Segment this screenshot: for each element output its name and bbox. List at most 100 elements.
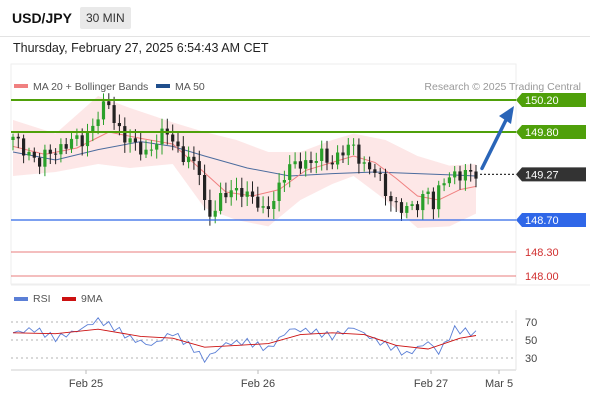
- candle-body: [96, 119, 100, 126]
- interval-button[interactable]: 30 MIN: [80, 7, 131, 29]
- candle-body: [69, 138, 74, 149]
- candle-body: [187, 156, 191, 163]
- candle-body: [320, 148, 324, 161]
- candle-body: [117, 123, 121, 127]
- candle-body: [383, 173, 388, 196]
- candle-body: [101, 101, 106, 120]
- candle-body: [389, 196, 393, 202]
- candle-body: [64, 144, 68, 149]
- candle-body: [394, 201, 398, 203]
- candle-body: [256, 196, 260, 208]
- candle-body: [346, 144, 350, 156]
- candle-body: [474, 171, 478, 179]
- level-label-149.80: 149.80: [525, 127, 559, 139]
- candle-body: [437, 185, 441, 210]
- candle-body: [219, 193, 223, 211]
- candle-body: [357, 144, 361, 164]
- candle-body: [272, 201, 276, 209]
- candle-body: [405, 206, 409, 213]
- candle-body: [213, 210, 217, 217]
- candle-body: [128, 138, 132, 143]
- candle-body: [309, 160, 313, 163]
- ma9-legend-swatch: [62, 297, 76, 301]
- candle-body: [32, 151, 36, 158]
- current-price-label: 149.27: [525, 169, 559, 181]
- ma50-line: [12, 141, 477, 177]
- candle-body: [415, 204, 420, 211]
- candle-body: [229, 190, 233, 198]
- candle-body: [293, 161, 297, 165]
- candle-body: [463, 170, 467, 181]
- x-tick-label: Feb 27: [414, 378, 448, 390]
- level-label-150.20: 150.20: [525, 95, 559, 107]
- bollinger-band: [13, 96, 476, 228]
- bollinger-band-fill: [13, 96, 476, 228]
- candle-body: [192, 156, 196, 162]
- forecast-arrow: [480, 106, 514, 171]
- ma20-legend-swatch: [14, 84, 28, 88]
- ma20-legend-label: MA 20 + Bollinger Bands: [33, 81, 148, 93]
- credit-label: Research © 2025 Trading Central: [424, 81, 581, 93]
- candle-body: [304, 160, 308, 169]
- candle-body: [341, 152, 345, 156]
- candle-body: [240, 188, 244, 197]
- candle-body: [442, 183, 446, 186]
- rsi-line: [12, 317, 477, 364]
- candle-body: [325, 148, 329, 163]
- candle-body: [336, 152, 340, 165]
- candle-body: [399, 202, 404, 213]
- candle-body: [453, 171, 457, 178]
- top-bar: USD/JPY 30 MIN: [0, 0, 590, 37]
- candle-body: [16, 136, 20, 139]
- candle-body: [288, 164, 292, 180]
- candle-body: [421, 194, 425, 211]
- candle-body: [91, 125, 95, 132]
- forecast-arrow-head: [499, 106, 514, 124]
- x-tick-label: Mar 5: [485, 378, 513, 390]
- candle-body: [133, 138, 137, 143]
- candle-body: [48, 149, 52, 154]
- candle-body: [11, 136, 15, 140]
- ma50-legend-label: MA 50: [175, 81, 205, 93]
- candle-body: [234, 188, 239, 191]
- level-tag-148.70: [516, 213, 586, 227]
- main-panel: [10, 63, 517, 285]
- rsi-tick-30: 30: [525, 353, 537, 365]
- level-tag-150.20: [516, 93, 586, 107]
- candle-body: [43, 149, 47, 167]
- candle-body: [458, 171, 462, 181]
- candle-body: [298, 161, 302, 169]
- candle-body: [410, 204, 414, 206]
- candle-body: [447, 177, 451, 184]
- symbol-title: USD/JPY: [12, 10, 72, 26]
- ma9-legend-label: 9MA: [81, 293, 103, 305]
- candle-body: [352, 144, 356, 146]
- candle-body: [144, 149, 148, 155]
- candlesticks: [11, 93, 478, 226]
- x-axis: Feb 25 Feb 26 Feb 27 Mar 5: [69, 370, 513, 390]
- rsi-tick-70: 70: [525, 317, 537, 329]
- candle-body: [59, 144, 63, 155]
- candle-body: [85, 131, 90, 147]
- candle-body: [107, 101, 111, 106]
- candle-body: [171, 134, 175, 142]
- candle-body: [197, 161, 201, 175]
- ma50-legend-swatch: [156, 84, 170, 88]
- candle-body: [123, 126, 127, 143]
- rsi-tick-50: 50: [525, 335, 537, 347]
- candle-body: [378, 172, 382, 174]
- candle-body: [54, 153, 58, 155]
- candle-body: [208, 200, 212, 217]
- rsi-panel: 70 50 30: [11, 317, 537, 365]
- candle-body: [75, 135, 79, 139]
- rsi-legend-swatch: [14, 297, 28, 301]
- current-price-tag: [516, 167, 586, 182]
- candle-body: [155, 144, 159, 150]
- candle-body: [426, 191, 430, 194]
- candle-body: [149, 149, 153, 151]
- candle-body: [22, 138, 26, 156]
- x-tick-label: Feb 26: [241, 378, 275, 390]
- forecast-arrow-shaft: [480, 118, 508, 171]
- level-tag-149.80: [516, 125, 586, 139]
